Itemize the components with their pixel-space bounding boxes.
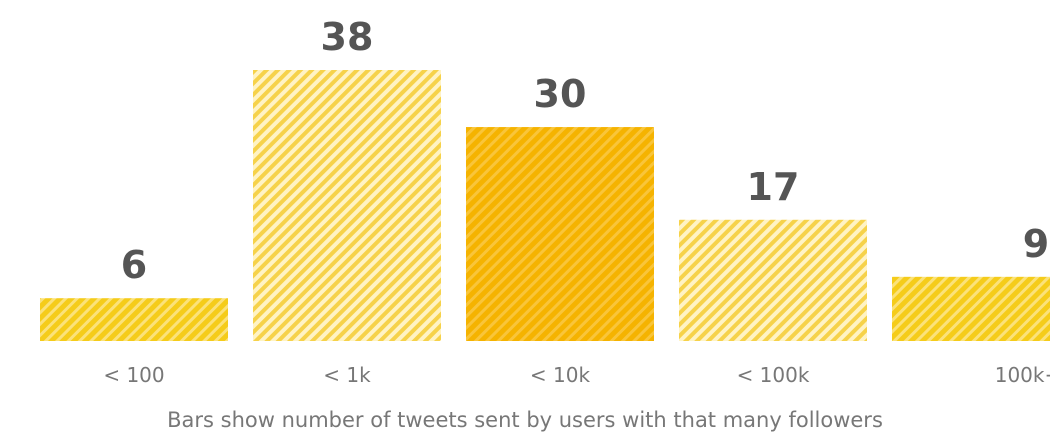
bar-0 [40,298,228,341]
bar-1 [253,70,441,341]
bar-3 [679,219,867,341]
x-tick-label-0: < 100 [103,363,164,387]
value-label-2: 30 [534,72,587,116]
x-tick-label-4: 100k+ [995,363,1050,387]
value-label-0: 6 [121,243,147,287]
chart-caption: Bars show number of tweets sent by users… [167,408,883,432]
value-label-3: 17 [747,165,800,209]
bars-layer [40,70,1050,341]
x-tick-label-3: < 100k [737,363,810,387]
value-label-1: 38 [321,15,374,59]
bar-4 [892,276,1050,341]
value-labels-layer: 6 38 30 17 9 [121,15,1049,287]
x-tick-label-2: < 10k [530,363,591,387]
x-tick-label-1: < 1k [323,363,371,387]
tick-labels-layer: < 100 < 1k < 10k < 100k 100k+ [103,363,1050,387]
bar-2 [466,127,654,341]
value-label-4: 9 [1023,222,1049,266]
